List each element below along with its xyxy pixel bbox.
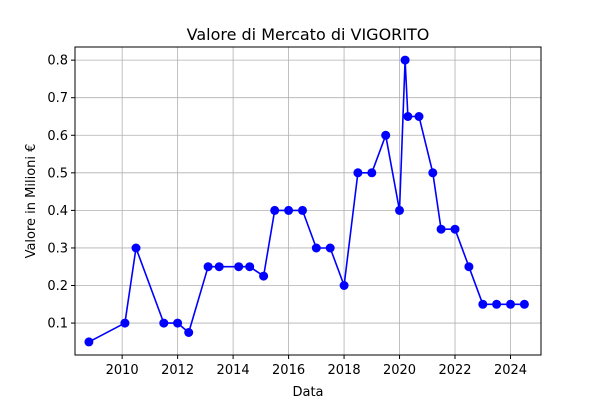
data-point [173,318,183,328]
data-point [245,262,255,272]
y-axis-label: Valore in Milioni € [24,144,39,259]
data-point [403,112,413,121]
data-point [214,262,224,272]
tick-layer: 2010 2012 2014 2016 2018 2020 2022 2024 0.1 0.2 0.… [47,54,527,378]
x-tick-label: 2018 [328,363,361,378]
data-point [234,262,244,272]
data-point [311,243,321,253]
data-point [400,55,410,65]
data-point [284,205,294,215]
data-point [519,299,529,309]
data-point [492,299,502,309]
data-point [381,130,391,140]
data-point [298,205,307,215]
y-tick-label: 0.1 [47,317,68,332]
data-point [339,281,349,290]
y-tick-label: 0.2 [47,279,68,294]
data-point [203,262,213,272]
series-layer [84,55,529,347]
grid-layer [75,47,541,355]
data-point [464,262,474,272]
x-axis-label: Data [292,385,323,400]
y-tick-label: 0.4 [47,204,68,219]
x-tick-label: 2022 [438,363,471,378]
y-tick-label: 0.8 [47,54,68,69]
data-point [159,318,169,328]
y-tick-label: 0.3 [47,241,68,256]
y-tick-label: 0.7 [47,91,68,106]
plot-frame [74,46,542,356]
x-tick-label: 2014 [217,363,250,378]
chart-title: Valore di Mercato di VIGORITO [187,25,430,44]
y-tick-label: 0.5 [47,166,68,181]
x-tick-label: 2010 [106,363,139,378]
data-point [270,205,280,215]
data-point [184,328,194,337]
x-tick-label: 2024 [494,363,527,378]
data-point [506,299,515,309]
data-point [478,299,488,309]
data-point [131,243,141,253]
y-tick-label: 0.6 [47,129,68,144]
x-tick-label: 2016 [272,363,305,378]
data-point [395,205,404,215]
data-point [414,112,424,121]
data-point [353,168,363,178]
data-point [84,337,94,347]
data-point [325,243,335,253]
x-tick-label: 2020 [383,363,416,378]
data-point [436,224,446,234]
data-point [367,168,377,178]
data-point [259,271,269,281]
x-tick-label: 2012 [161,363,194,378]
data-point [428,168,438,178]
data-point [450,224,460,234]
data-point [120,318,130,328]
